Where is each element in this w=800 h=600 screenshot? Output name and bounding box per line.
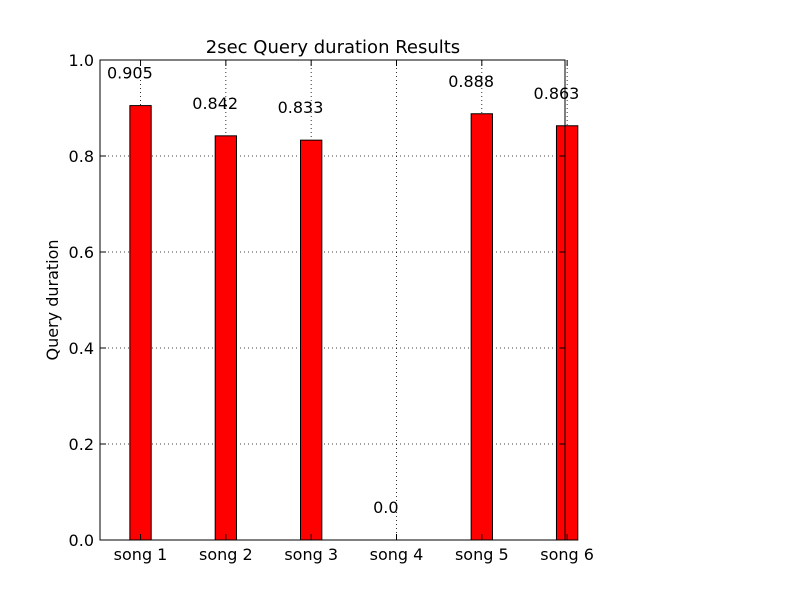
x-tick-label: song 4 <box>370 545 424 564</box>
chart-title: 2sec Query duration Results <box>206 37 460 58</box>
data-label: 0.842 <box>192 94 238 113</box>
bar <box>470 113 493 541</box>
x-tick-label: song 3 <box>284 545 338 564</box>
bar <box>129 105 152 541</box>
data-labels: 0.905 0.842 0.833 0.0 0.888 0.863 <box>107 64 579 517</box>
axis-ticks <box>100 59 568 541</box>
y-tick-label: 0.0 <box>69 531 94 550</box>
data-label: 0.0 <box>373 498 398 517</box>
bar <box>214 135 238 541</box>
bars-group <box>129 105 579 541</box>
data-label: 0.863 <box>534 84 580 103</box>
tick-labels: 0.0 0.2 0.4 0.6 0.8 1.0 song 1 song 2 song 3 song… <box>69 51 594 564</box>
x-tick-label: song 5 <box>455 545 509 564</box>
data-label: 0.905 <box>107 64 153 83</box>
data-label: 0.888 <box>448 72 494 91</box>
x-tick-label: song 1 <box>114 545 168 564</box>
y-tick-label: 0.4 <box>69 339 94 358</box>
y-tick-label: 1.0 <box>69 51 94 70</box>
bar <box>555 125 579 541</box>
y-tick-label: 0.6 <box>69 243 94 262</box>
data-label: 0.833 <box>278 98 324 117</box>
grid-lines <box>100 60 568 540</box>
x-tick-label: song 6 <box>540 545 594 564</box>
y-tick-label: 0.8 <box>69 147 94 166</box>
plot-frame <box>99 59 566 541</box>
y-tick-label: 0.2 <box>69 435 94 454</box>
y-axis-label: Query duration <box>43 239 62 360</box>
x-tick-label: song 2 <box>199 545 253 564</box>
bar <box>300 139 323 541</box>
